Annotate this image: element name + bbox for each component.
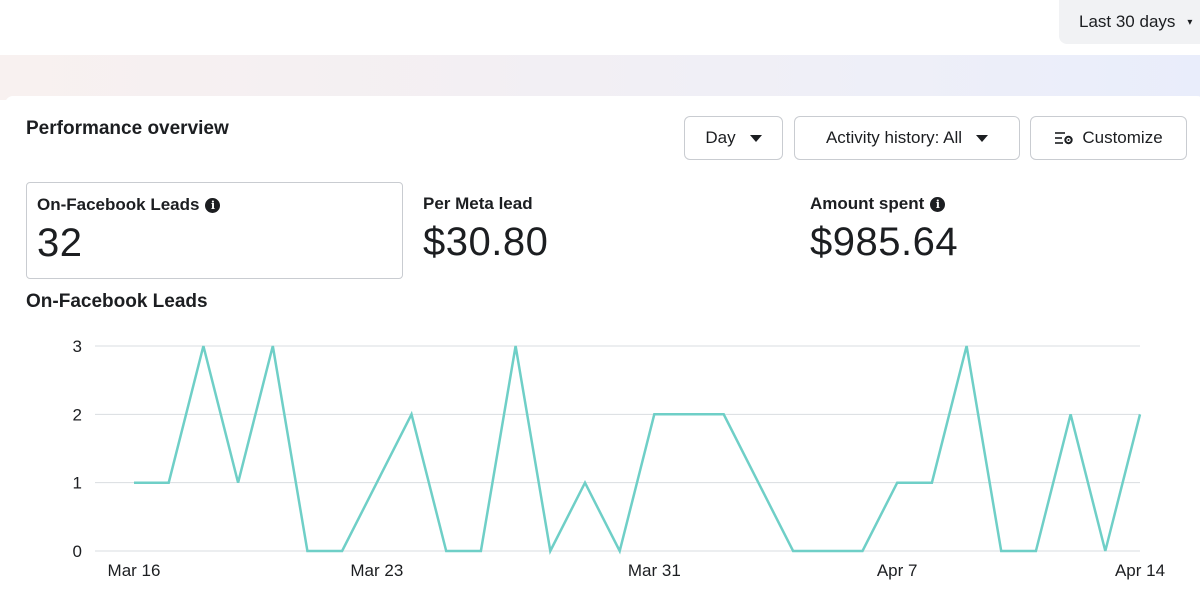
granularity-label: Day: [705, 128, 736, 147]
granularity-dropdown[interactable]: Day: [684, 116, 783, 160]
metric-value: $985.64: [810, 220, 959, 264]
date-range-label: Last 30 days: [1079, 12, 1176, 31]
performance-overview-card: Performance overview Day Activity histor…: [5, 96, 1200, 616]
top-bar: Last 30 days ▾: [0, 0, 1200, 55]
chart-title: On-Facebook Leads: [26, 291, 208, 312]
metric-per-meta-lead[interactable]: Per Meta lead $30.80: [413, 182, 783, 279]
customize-icon: [1055, 132, 1074, 145]
metric-on-facebook-leads[interactable]: On-Facebook Leads i 32: [26, 182, 403, 279]
activity-history-label: Activity history: All: [825, 128, 963, 147]
info-icon[interactable]: i: [205, 197, 221, 213]
customize-button[interactable]: Customize: [1030, 116, 1187, 160]
header-gradient-band: [0, 55, 1200, 100]
metric-label-wrap: Per Meta lead: [423, 194, 533, 214]
metric-label: Amount spent: [810, 194, 925, 213]
customize-label: Customize: [1082, 128, 1163, 147]
activity-history-dropdown[interactable]: Activity history: All: [794, 116, 1020, 160]
metric-value: $30.80: [423, 220, 549, 264]
date-range-dropdown[interactable]: Last 30 days ▾: [1059, 0, 1200, 44]
caret-down-icon: [749, 134, 762, 142]
metric-label: Per Meta lead: [423, 194, 533, 213]
chevron-down-icon: ▾: [1187, 16, 1193, 28]
caret-down-icon: [976, 134, 989, 142]
info-icon[interactable]: i: [930, 196, 946, 212]
metric-value: 32: [37, 221, 83, 265]
metric-label: On-Facebook Leads: [37, 195, 200, 214]
metric-label-wrap: Amount spent i: [810, 194, 946, 214]
metric-amount-spent[interactable]: Amount spent i $985.64: [800, 182, 1170, 279]
card-title: Performance overview: [26, 118, 229, 139]
metric-label-wrap: On-Facebook Leads i: [37, 195, 221, 215]
